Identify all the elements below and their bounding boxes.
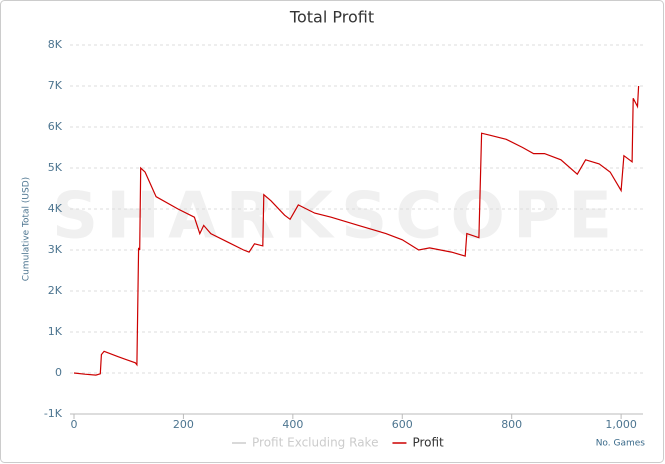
y-axis-label: Cumulative Total (USD): [22, 177, 32, 281]
x-tick-label: 0: [71, 418, 78, 431]
y-tick-label: 1K: [48, 325, 63, 338]
x-tick-label: 200: [173, 418, 194, 431]
x-tick-label: 600: [392, 418, 413, 431]
y-tick-label: -1K: [44, 407, 63, 420]
y-tick-label: 4K: [48, 202, 63, 215]
x-axis-label: No. Games: [596, 439, 646, 449]
y-tick-label: 8K: [48, 38, 63, 51]
line-series: [73, 85, 640, 376]
x-tick-label: 400: [282, 418, 303, 431]
y-tick-label: 0: [55, 366, 62, 379]
legend-label: Profit: [412, 436, 444, 450]
y-tick-label: 6K: [48, 120, 63, 133]
y-tick-label: 3K: [48, 243, 63, 256]
y-tick-label: 7K: [48, 79, 63, 92]
y-tick-label: 2K: [48, 284, 63, 297]
x-tick-label: 1,000: [605, 418, 637, 431]
y-tick-label: 5K: [48, 161, 63, 174]
legend-label: Profit Excluding Rake: [252, 436, 378, 450]
chart-title: Total Profit: [289, 8, 374, 27]
watermark: SHARKSCOPE: [52, 180, 612, 254]
x-tick-label: 800: [501, 418, 522, 431]
